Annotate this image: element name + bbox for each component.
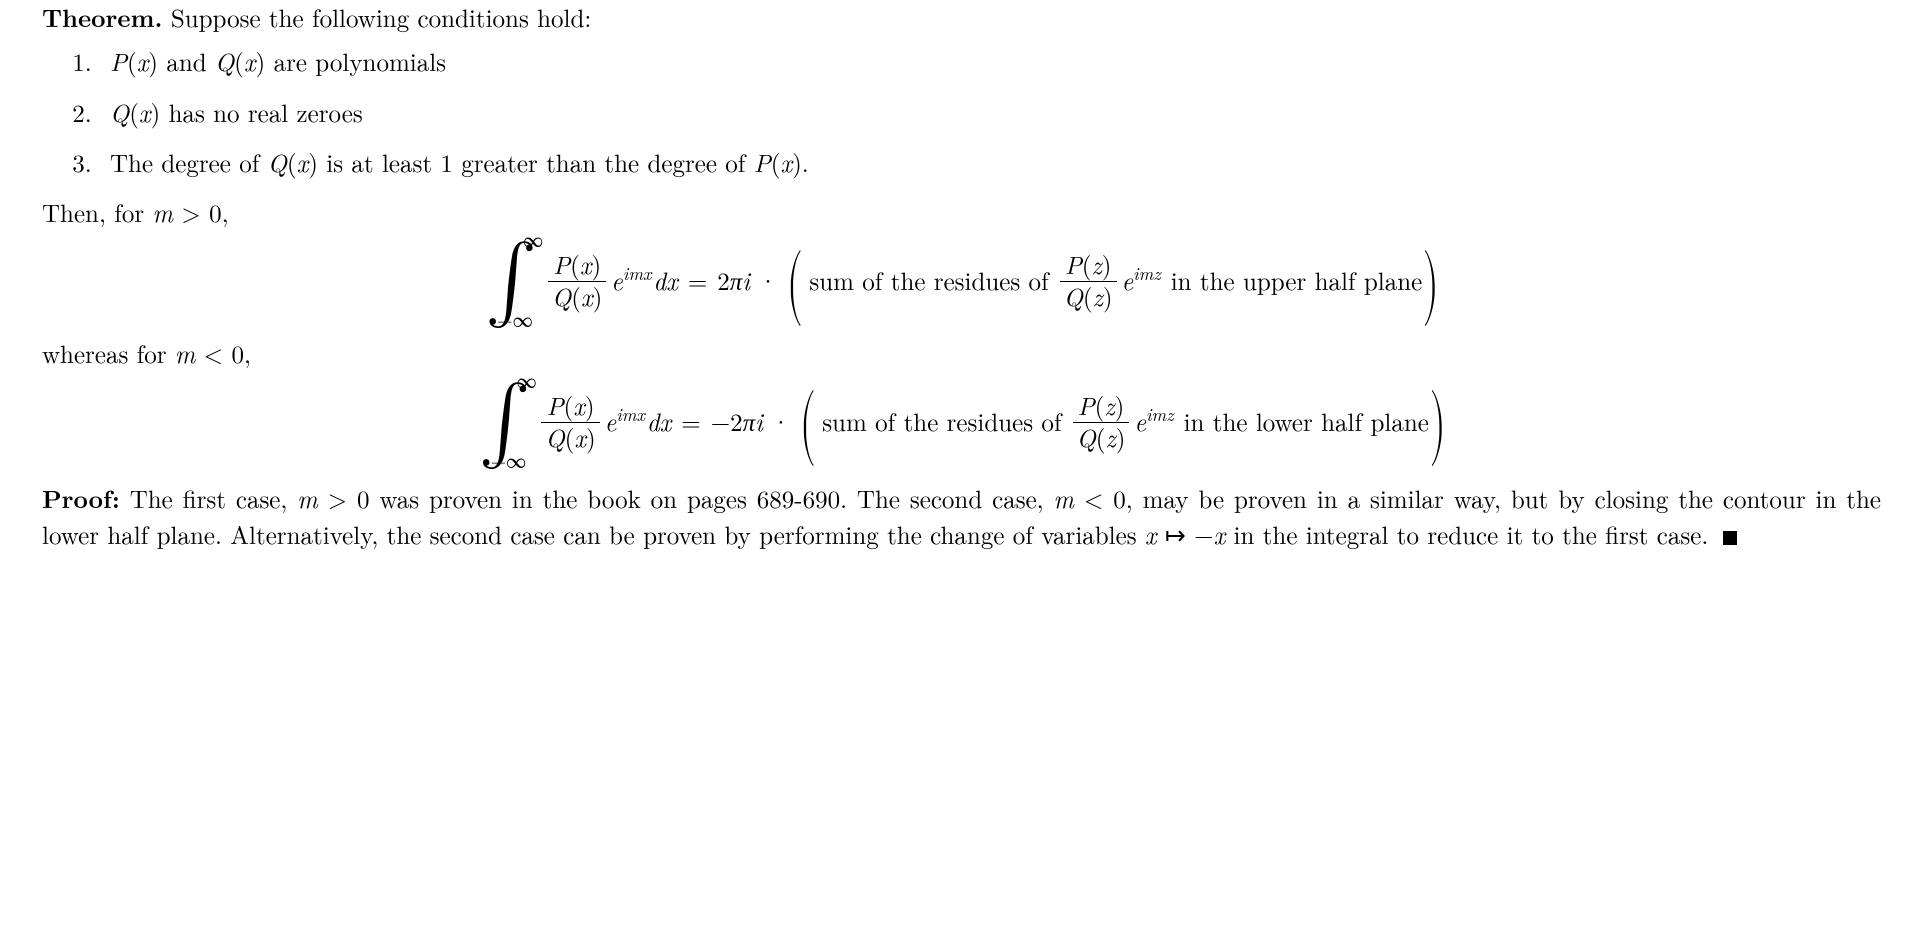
whereas-line: whereas for m < 0, (42, 336, 1881, 372)
exp-imz-2: eimz (1134, 404, 1173, 440)
equation-lower-half-plane: ∞ ∫ −∞ P(x) Q(x) eimx dx = −2πi · ( sum … (42, 392, 1881, 453)
then-line: Then, for m > 0, (42, 195, 1881, 231)
fraction-pz-qz: P(z) Q(z) (1060, 251, 1117, 312)
integral-symbol-2: ∞ ∫ −∞ (479, 393, 531, 452)
exp-imx: eimx (611, 263, 651, 299)
coeff-2pi-i: 2πi · (717, 263, 778, 299)
theorem-intro: Suppose the following conditions hold: (171, 0, 592, 35)
left-paren: ( (786, 262, 802, 308)
equation-upper-half-plane: ∞ ∫ −∞ P(x) Q(x) eimx dx = 2πi · ( sum o… (42, 251, 1881, 312)
right-paren: ) (1423, 262, 1439, 308)
dx: dx (653, 263, 677, 299)
condition-2: Q(x) has no real zeroes (100, 95, 1881, 131)
theorem-label: Theorem. (42, 0, 162, 35)
exp-imx-2: eimx (605, 404, 645, 440)
fraction-pz-qz-2: P(z) Q(z) (1073, 392, 1130, 453)
integral-symbol: ∞ ∫ −∞ (485, 252, 537, 311)
theorem-heading: Theorem. Suppose the following condition… (42, 0, 1881, 36)
fraction-px-qx: P(x) Q(x) (548, 251, 606, 312)
fraction-px-qx-2: P(x) Q(x) (541, 392, 599, 453)
qed-icon (1723, 531, 1737, 545)
proof-label: Proof: (42, 481, 120, 516)
tail-lower: in the lower half plane (1184, 404, 1429, 440)
page-root: Theorem. Suppose the following condition… (0, 0, 1923, 945)
condition-1: P(x) and Q(x) are polynomials (100, 44, 1881, 80)
condition-3: The degree of Q(x) is at least 1 greater… (100, 145, 1881, 181)
integral-lower-limit: −∞ (497, 304, 533, 333)
tail-upper: in the upper half plane (1171, 263, 1423, 299)
proof-paragraph: Proof: The first case, m > 0 was proven … (42, 481, 1881, 554)
equals-sign: = (688, 263, 707, 299)
exp-imz: eimz (1122, 263, 1161, 299)
coeff-neg-2pi-i: −2πi · (711, 404, 791, 440)
theorem-conditions-list: P(x) and Q(x) are polynomials Q(x) has n… (42, 44, 1881, 181)
sum-text: sum of the residues of (809, 263, 1048, 299)
